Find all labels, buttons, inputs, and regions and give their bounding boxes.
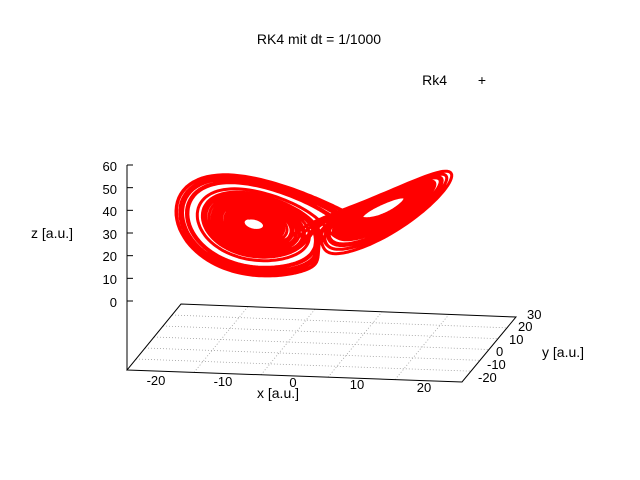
legend-label: Rk4 [422, 72, 447, 88]
z-tick-label: 60 [103, 159, 117, 174]
x-tick-label: 10 [350, 377, 364, 392]
legend-marker: + [478, 72, 486, 88]
trajectory-line [174, 169, 454, 278]
z-tick-label: 20 [103, 249, 117, 264]
grid-line [153, 336, 490, 350]
chart-title: RK4 mit dt = 1/1000 [257, 31, 381, 47]
z-axis-label: z [a.u.] [31, 225, 73, 241]
x-tick-label: 20 [417, 380, 431, 395]
axis-lines [125, 164, 518, 383]
y-axis-label: y [a.u.] [542, 344, 584, 360]
grid-line [394, 314, 450, 380]
floor-border [125, 303, 518, 383]
grid-line [162, 325, 499, 340]
y-axis-ticks: -20 -10 0 10 20 30 [478, 307, 541, 385]
y-tick-label: 30 [527, 307, 541, 322]
x-tick-label: 0 [289, 375, 296, 390]
grid-line [260, 308, 316, 376]
y-tick-label: 20 [518, 319, 532, 334]
z-tick-label: 40 [103, 204, 117, 219]
x-axis-label: x [a.u.] [257, 385, 299, 401]
z-axis-ticks: 60 50 40 30 20 10 0 [103, 159, 117, 310]
z-tick-label: 50 [103, 182, 117, 197]
y-tick-label: -20 [478, 370, 497, 385]
x-axis-ticks: -20 -10 0 10 20 [147, 373, 432, 395]
y-tick-label: -10 [487, 357, 506, 372]
y-tick-label: 0 [496, 344, 503, 359]
floor-grid [135, 306, 508, 380]
z-tick-label: 10 [103, 272, 117, 287]
grid-line [135, 358, 472, 372]
z-tick-label: 30 [103, 227, 117, 242]
y-tick-label: 10 [509, 332, 523, 347]
x-tick-label: -10 [214, 374, 233, 389]
grid-line [171, 314, 508, 329]
trajectory [174, 169, 454, 278]
z-tick-label: 0 [110, 295, 117, 310]
grid-line [144, 347, 481, 361]
x-tick-label: -20 [147, 373, 166, 388]
grid-line [193, 306, 249, 373]
